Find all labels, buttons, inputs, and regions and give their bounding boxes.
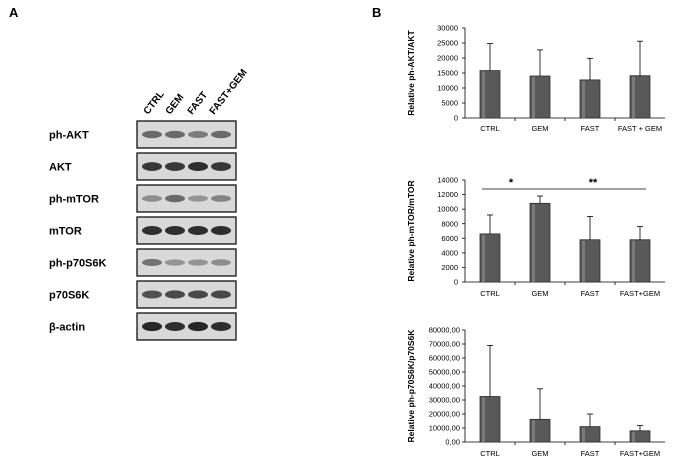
- y-tick-label: 10000: [437, 84, 458, 93]
- category-label-fast-gem: FAST+GEM: [620, 449, 660, 458]
- category-label-fast: FAST: [581, 449, 600, 458]
- y-tick-label: 20000: [437, 54, 458, 63]
- y-axis-label: Relative ph-mTOR/mTOR: [406, 180, 416, 281]
- blot-band: [188, 259, 208, 266]
- panel-a-letter: A: [9, 5, 19, 20]
- blot-band: [211, 259, 231, 266]
- blot-row-label-mtor: mTOR: [49, 226, 82, 238]
- y-tick-label: 5000: [441, 99, 458, 108]
- y-tick-label: 12000: [437, 190, 458, 199]
- blot-band: [165, 226, 185, 235]
- blot-band: [142, 258, 162, 267]
- blot-band: [165, 194, 185, 203]
- significance-marker: **: [589, 177, 598, 189]
- y-tick-label: 25000: [437, 39, 458, 48]
- y-tick-label: 70000,00: [429, 340, 460, 349]
- blot-row-label-p70s6k: p70S6K: [49, 290, 89, 302]
- bar-highlight: [482, 234, 485, 282]
- blot-row-label-ph-mtor: ph-mTOR: [49, 194, 99, 206]
- y-tick-label: 30000: [437, 24, 458, 33]
- y-tick-label: 15000: [437, 69, 458, 78]
- bar-highlight: [632, 240, 635, 282]
- category-label-fast-gem: FAST + GEM: [618, 124, 662, 133]
- blot-band: [165, 162, 185, 171]
- bar-highlight: [482, 71, 485, 118]
- bar-highlight: [632, 431, 635, 442]
- chart-ph-p70s6k-p70s6k: 0,00 10000,00 20000,00 30000,00 40000,00 5000…: [406, 326, 665, 458]
- blot-band: [211, 162, 231, 171]
- blot-band: [165, 322, 185, 331]
- blot-row-label-akt: AKT: [49, 162, 72, 174]
- blot-band: [188, 162, 208, 171]
- category-label-fast: FAST: [581, 289, 600, 298]
- blot-band: [142, 321, 162, 332]
- lane-label-fast: FAST: [186, 90, 210, 117]
- y-tick-label: 50000,00: [429, 368, 460, 377]
- category-label-ctrl: CTRL: [480, 289, 500, 298]
- bar-highlight: [632, 76, 635, 118]
- panel-b-letter: B: [372, 5, 381, 20]
- blot-band: [142, 290, 162, 299]
- blot-band: [211, 195, 231, 202]
- y-tick-label: 0,00: [445, 438, 460, 447]
- blot-band: [142, 130, 162, 139]
- y-tick-label: 40000,00: [429, 382, 460, 391]
- bar-highlight: [532, 77, 535, 118]
- category-label-gem: GEM: [531, 289, 548, 298]
- blot-band: [165, 259, 185, 266]
- y-tick-label: 2000: [441, 263, 458, 272]
- lane-label-gem: GEM: [164, 92, 187, 117]
- blot-band: [142, 226, 162, 235]
- blot-band: [188, 226, 208, 235]
- y-tick-label: 4000: [441, 248, 458, 257]
- y-tick-label: 8000: [441, 219, 458, 228]
- y-axis-label: Relative ph-AKT/AKT: [406, 29, 416, 115]
- y-tick-label: 20000,00: [429, 410, 460, 419]
- y-tick-label: 0: [454, 114, 458, 123]
- y-tick-label: 60000,00: [429, 354, 460, 363]
- y-tick-label: 30000,00: [429, 396, 460, 405]
- y-tick-label: 80000,00: [429, 326, 460, 335]
- significance-marker: *: [509, 177, 514, 189]
- lane-label-fast-gem: FAST+GEM: [208, 67, 250, 116]
- y-axis-label: Relative ph-p70S6K/p70S6K: [406, 329, 416, 443]
- chart-ph-akt-akt: 0 5000 10000 15000 20000 25000 30000 Relative p…: [406, 24, 665, 133]
- blot-row-label-ph-p70s6k: ph-p70S6K: [49, 258, 107, 270]
- y-tick-label: 0: [454, 278, 458, 287]
- blot-band: [211, 322, 231, 331]
- category-label-gem: GEM: [531, 124, 548, 133]
- y-tick-label: 6000: [441, 234, 458, 243]
- blot-band: [165, 130, 185, 139]
- category-label-gem: GEM: [531, 449, 548, 458]
- category-label-fast-gem: FAST+GEM: [620, 289, 660, 298]
- blot-band: [188, 321, 208, 332]
- category-label-fast: FAST: [581, 124, 600, 133]
- blot-row-label-ph-akt: ph-AKT: [49, 130, 89, 142]
- chart-ph-mtor-mtor: 0 2000 4000 6000 8000 10000 12000 14000 Relative…: [406, 176, 665, 298]
- bar-highlight: [582, 427, 585, 442]
- bar-highlight: [482, 397, 485, 442]
- y-tick-label: 10000: [437, 205, 458, 214]
- lane-label-ctrl: CTRL: [142, 89, 167, 117]
- blot-band: [211, 130, 231, 139]
- category-label-ctrl: CTRL: [480, 449, 500, 458]
- blot-band: [142, 195, 162, 202]
- bar-highlight: [582, 240, 585, 282]
- blot-band: [142, 162, 162, 171]
- bar-highlight: [532, 420, 535, 442]
- bar-highlight: [582, 80, 585, 118]
- y-tick-label: 14000: [437, 176, 458, 185]
- blot-band: [188, 195, 208, 202]
- blot-row-label-actin: β-actin: [49, 322, 85, 334]
- blot-band: [211, 226, 231, 235]
- blot-band: [188, 290, 208, 299]
- bar-highlight: [532, 204, 535, 282]
- blot-band: [165, 290, 185, 299]
- category-label-ctrl: CTRL: [480, 124, 500, 133]
- y-tick-label: 10000,00: [429, 424, 460, 433]
- blot-band: [211, 290, 231, 299]
- blot-band: [188, 131, 208, 138]
